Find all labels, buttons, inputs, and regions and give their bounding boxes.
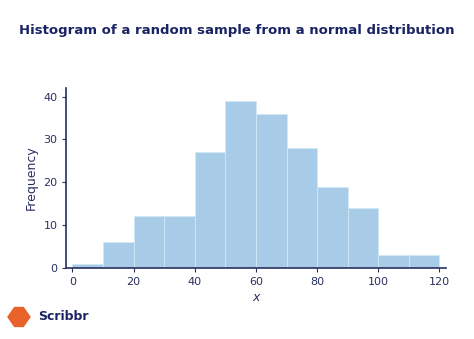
Text: Histogram of a random sample from a normal distribution: Histogram of a random sample from a norm… xyxy=(19,24,455,37)
Bar xyxy=(348,208,378,268)
X-axis label: x: x xyxy=(252,291,260,304)
Bar xyxy=(225,101,256,268)
Bar xyxy=(256,114,287,268)
Bar xyxy=(103,242,134,268)
Bar xyxy=(164,217,195,268)
Bar xyxy=(287,148,317,268)
Y-axis label: Frequency: Frequency xyxy=(25,145,37,211)
Bar xyxy=(195,152,225,268)
Bar xyxy=(134,217,164,268)
Bar xyxy=(378,255,409,268)
Bar xyxy=(317,186,348,268)
Text: Scribbr: Scribbr xyxy=(38,311,89,323)
Bar xyxy=(73,263,103,268)
Bar xyxy=(409,255,439,268)
